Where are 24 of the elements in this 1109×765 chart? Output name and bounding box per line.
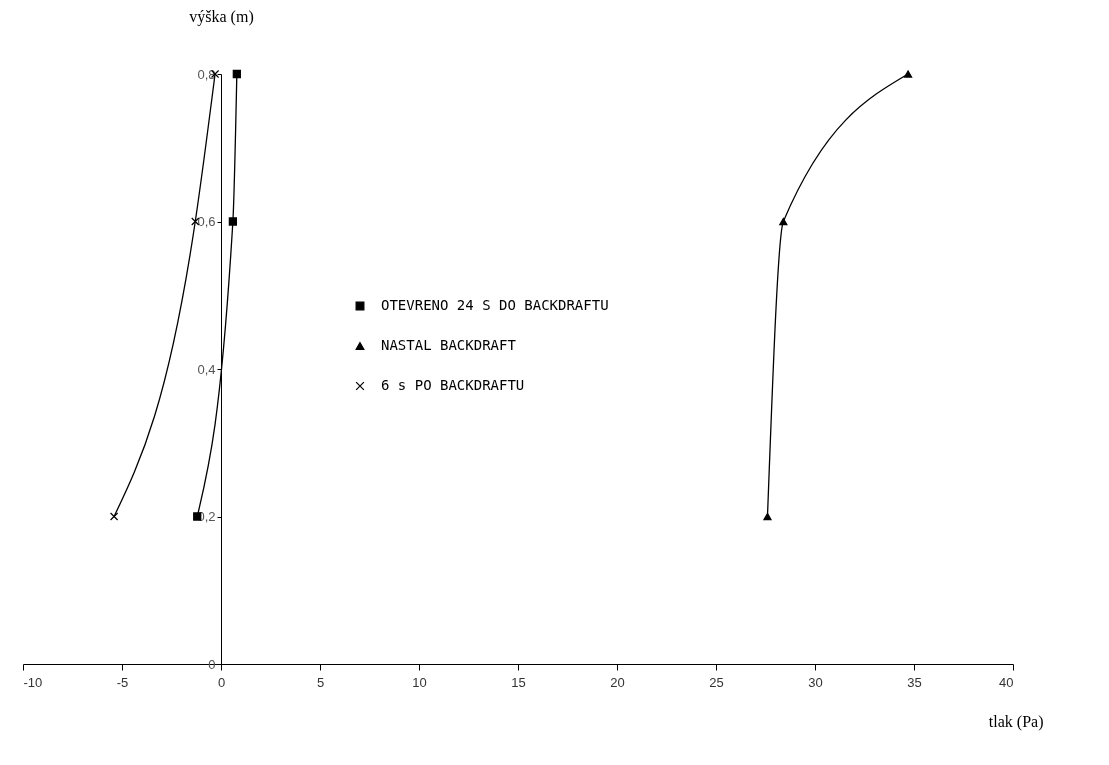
point [903,70,913,78]
x-tick-label: 0 [217,674,226,690]
point [228,217,238,226]
x-tick-label: 10 [412,674,427,690]
y-tick-label: 0,6 [197,214,216,229]
point [779,217,788,226]
x-tick-label: 5 [316,674,325,690]
legend-label: OTEVRENO 24 S DO BACKDRAFTU [381,297,609,313]
y-tick-label: 0,4 [197,361,216,377]
y-axis-title: výška (m) [189,7,254,26]
legend-label: NASTAL BACKDRAFT [381,337,517,353]
x-tick-label: 35 [907,674,922,690]
point [109,512,119,521]
x-tick-label: -10 [23,674,43,690]
x-tick-label: 40 [999,674,1014,690]
x-axis-title: tlak (Pa) [988,712,1044,731]
point [232,69,241,79]
legend-label: 6 s PO BACKDRAFTU [381,377,525,393]
x-tick-label: -5 [116,674,129,690]
x-tick-label: 20 [610,674,625,690]
x-tick-label: 15 [511,674,526,690]
point [763,512,772,521]
x-tick-label: 30 [808,674,823,690]
x-tick-label: 25 [709,674,724,690]
